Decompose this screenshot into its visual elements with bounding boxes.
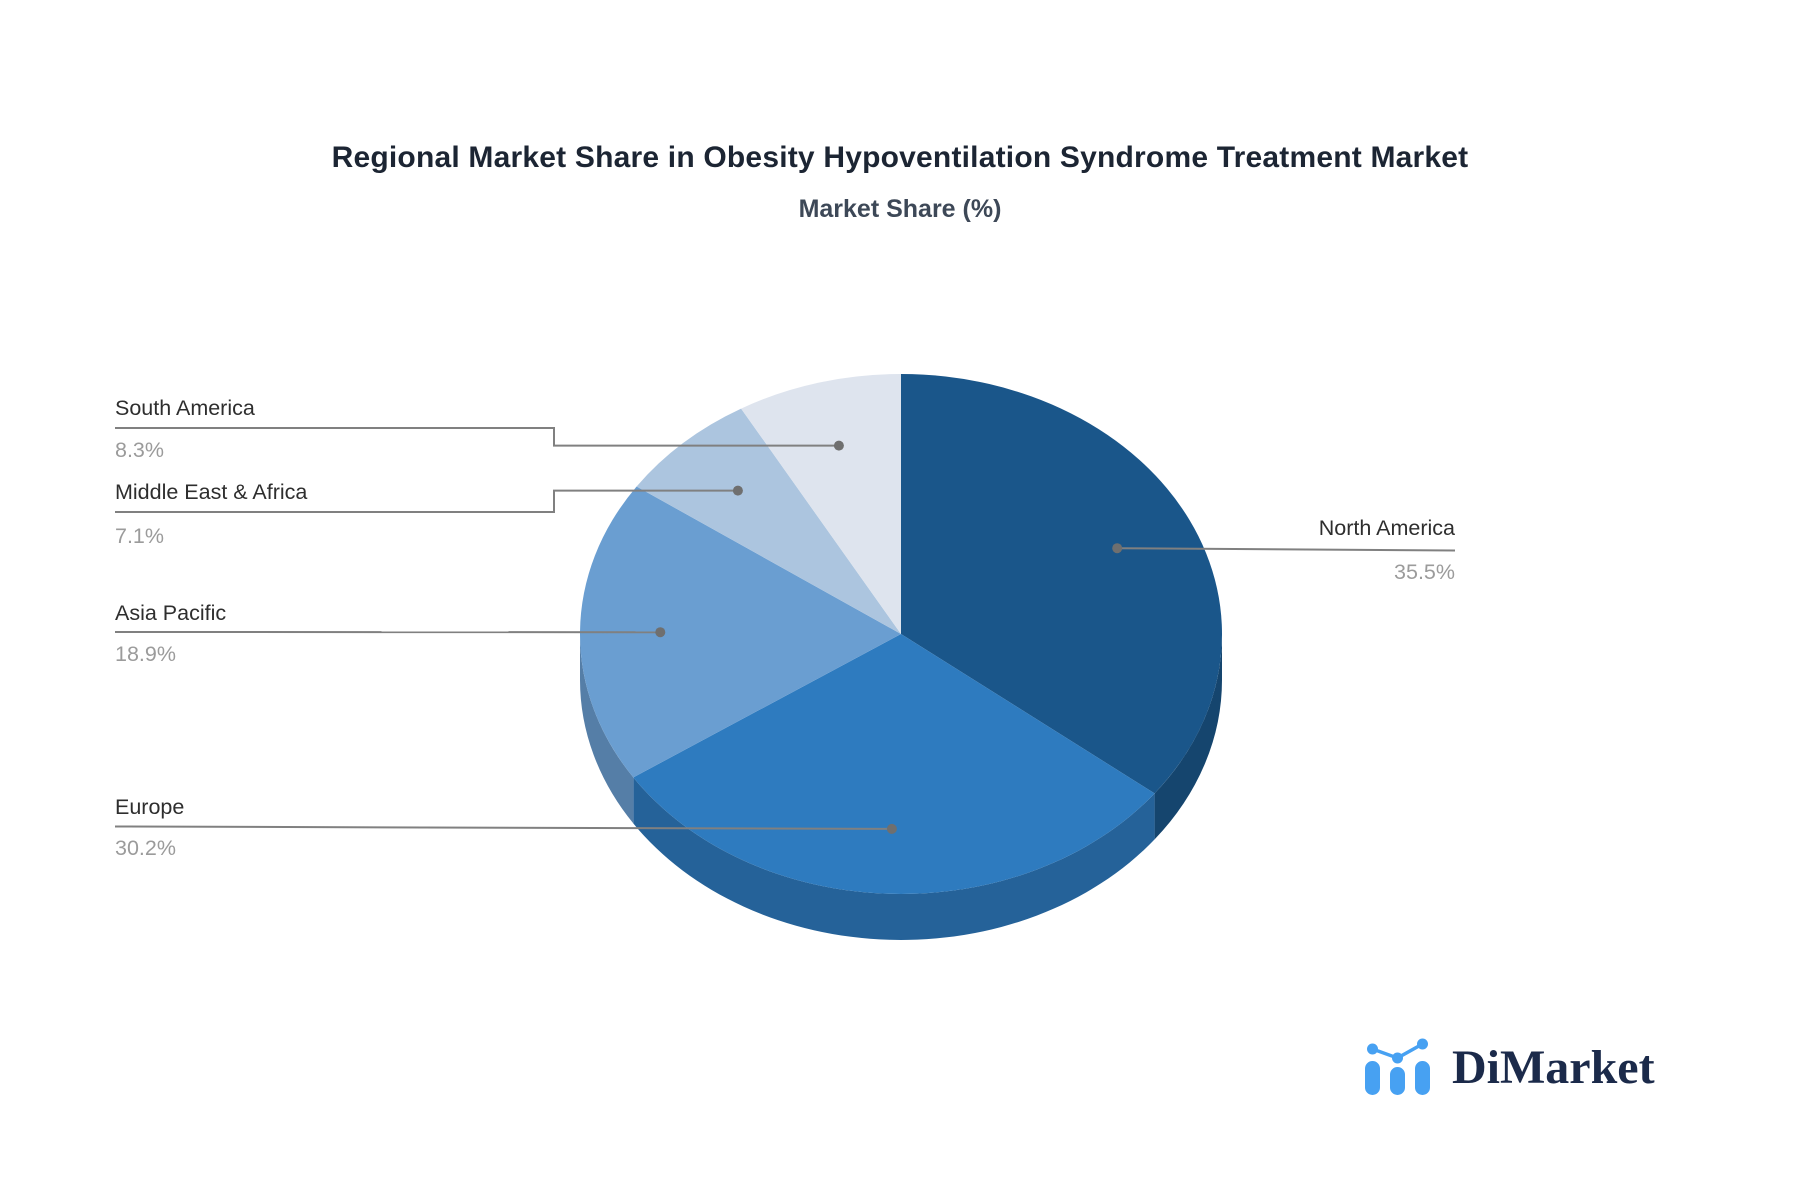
value-asia-pacific: 18.9%	[115, 642, 176, 666]
label-asia-pacific: Asia Pacific	[115, 601, 227, 625]
connector-dot-middle-east-africa	[732, 485, 743, 496]
connector-middle-east-africa	[115, 489, 738, 513]
pie-slice-north-america[interactable]	[901, 374, 1223, 794]
label-europe: Europe	[115, 795, 185, 819]
pie-slice-middle-east-africa[interactable]	[636, 408, 901, 634]
label-north-america: North America	[1318, 516, 1455, 540]
chart-subtitle: Market Share (%)	[798, 195, 1002, 223]
value-north-america: 35.5%	[1394, 560, 1455, 584]
value-south-america: 8.3%	[115, 438, 165, 462]
label-connectors	[114, 427, 1456, 834]
connector-europe	[114, 825, 892, 830]
connector-dot-europe	[886, 823, 897, 834]
value-europe: 30.2%	[115, 836, 176, 860]
connector-north-america	[1117, 547, 1456, 552]
pie-slice-south-america[interactable]	[741, 374, 901, 634]
pie-slice-side-europe	[633, 777, 1155, 940]
pie-3d-side-walls	[580, 634, 1222, 940]
connector-dot-asia-pacific	[655, 627, 666, 638]
chart-title: Regional Market Share in Obesity Hypoven…	[331, 141, 1469, 174]
value-middle-east-africa: 7.1%	[115, 524, 165, 548]
label-south-america: South America	[115, 396, 255, 420]
connector-south-america	[115, 427, 839, 447]
connector-dot-south-america	[833, 440, 844, 451]
pie-slice-asia-pacific[interactable]	[580, 486, 901, 778]
label-middle-east-africa: Middle East & Africa	[115, 480, 308, 504]
connector-dot-north-america	[1112, 543, 1123, 554]
dimarket-logo: DiMarket	[1363, 1036, 1655, 1100]
logo-text: DiMarket	[1452, 1041, 1655, 1094]
pie-slice-side-asia-pacific	[580, 634, 634, 824]
pie-slices	[580, 374, 1223, 894]
pie-slice-side-north-america	[1154, 634, 1222, 840]
bar-chart-with-trend-dots-icon	[1365, 1038, 1430, 1095]
